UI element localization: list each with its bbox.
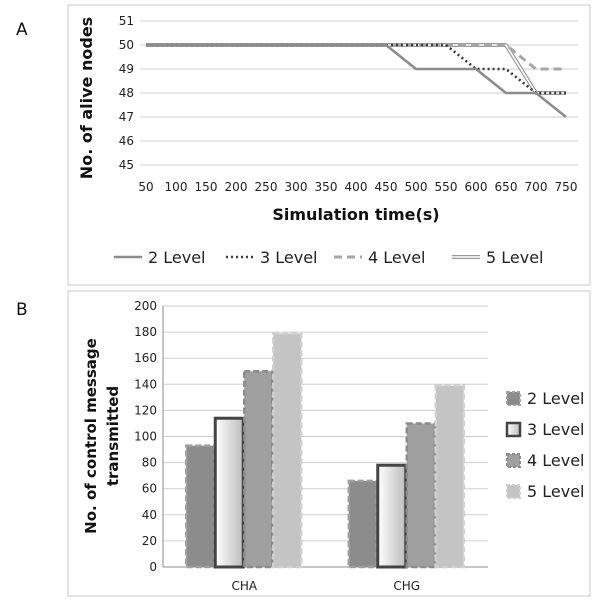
y-tick-label-100: 100 [134,430,157,444]
bar-CHG-3 [434,384,465,569]
bar-CHA-1 [213,416,245,569]
x-tick-label-350: 350 [315,180,338,194]
y-tick-label-200: 200 [134,299,157,313]
x-tick-label-CHG: CHG [393,579,420,593]
y-tick-label-48: 48 [119,86,134,100]
y-tick-label-40: 40 [142,508,157,522]
x-tick-label-450: 450 [375,180,398,194]
legend-label-2: 4 Level [527,451,585,470]
x-tick-label-400: 400 [345,180,368,194]
legend-swatch-0 [506,391,521,406]
y-tick-label-80: 80 [142,456,157,470]
alive-nodes-line-chart: 45 46 47 48 49 50 51 50 100 150 200 250 300 350 400 450… [67,4,591,286]
legend-swatch-1 [505,421,522,438]
bar-CHA-3 [272,332,303,569]
series-line-0 [146,43,567,119]
bar-CHA-0 [185,444,216,569]
y-tick-label-20: 20 [142,534,157,548]
y-tick-label-0: 0 [149,560,157,574]
legend-swatch-3 [506,484,521,499]
y-axis-title-line-1: transmitted [104,386,122,486]
y-tick-label-60: 60 [142,482,157,496]
y-tick-label-50: 50 [119,38,134,52]
x-tick-label-750: 750 [555,180,578,194]
y-tick-label-49: 49 [119,62,134,76]
x-axis-title: Simulation time(s) [272,205,439,224]
x-tick-label-550: 550 [435,180,458,194]
legend-label-0: 2 Level [148,248,206,267]
bar-CHG-1 [376,463,408,569]
bar-CHA-2 [243,370,274,569]
x-tick-label-600: 600 [465,180,488,194]
panel-a-label: A [16,20,28,40]
panel-b-label: B [16,300,28,320]
legend-label-3: 5 Level [486,248,544,267]
y-tick-label-180: 180 [134,325,157,339]
x-tick-label-CHA: CHA [231,579,257,593]
x-tick-label-300: 300 [285,180,308,194]
y-tick-label-160: 160 [134,351,157,365]
x-tick-label-650: 650 [495,180,518,194]
legend-label-3: 5 Level [527,482,585,501]
x-tick-label-150: 150 [195,180,218,194]
x-tick-label-100: 100 [165,180,188,194]
y-axis-title: No. of control message transmitted [82,338,122,534]
legend-swatch-2 [506,453,521,468]
legend-label-1: 3 Level [260,248,318,267]
chart-a-border [67,4,591,286]
legend-label-2: 4 Level [368,248,426,267]
x-tick-label-500: 500 [405,180,428,194]
x-tick-label-200: 200 [225,180,248,194]
y-tick-label-120: 120 [134,403,157,417]
y-axis-title-line-0: No. of control message [82,338,100,534]
chart-b-border [67,290,591,597]
legend-label-0: 2 Level [527,389,585,408]
bar-CHG-2 [405,422,436,569]
y-axis-title: No. of alive nodes [77,17,96,179]
legend-label-1: 3 Level [527,420,585,439]
x-tick-label-250: 250 [255,180,278,194]
bar-CHG-0 [347,479,378,569]
x-tick-label-50: 50 [138,180,153,194]
y-tick-label-51: 51 [119,14,134,28]
y-tick-label-45: 45 [119,158,134,172]
y-tick-label-47: 47 [119,110,134,124]
x-tick-label-700: 700 [525,180,548,194]
y-tick-label-140: 140 [134,377,157,391]
y-tick-label-46: 46 [119,134,134,148]
